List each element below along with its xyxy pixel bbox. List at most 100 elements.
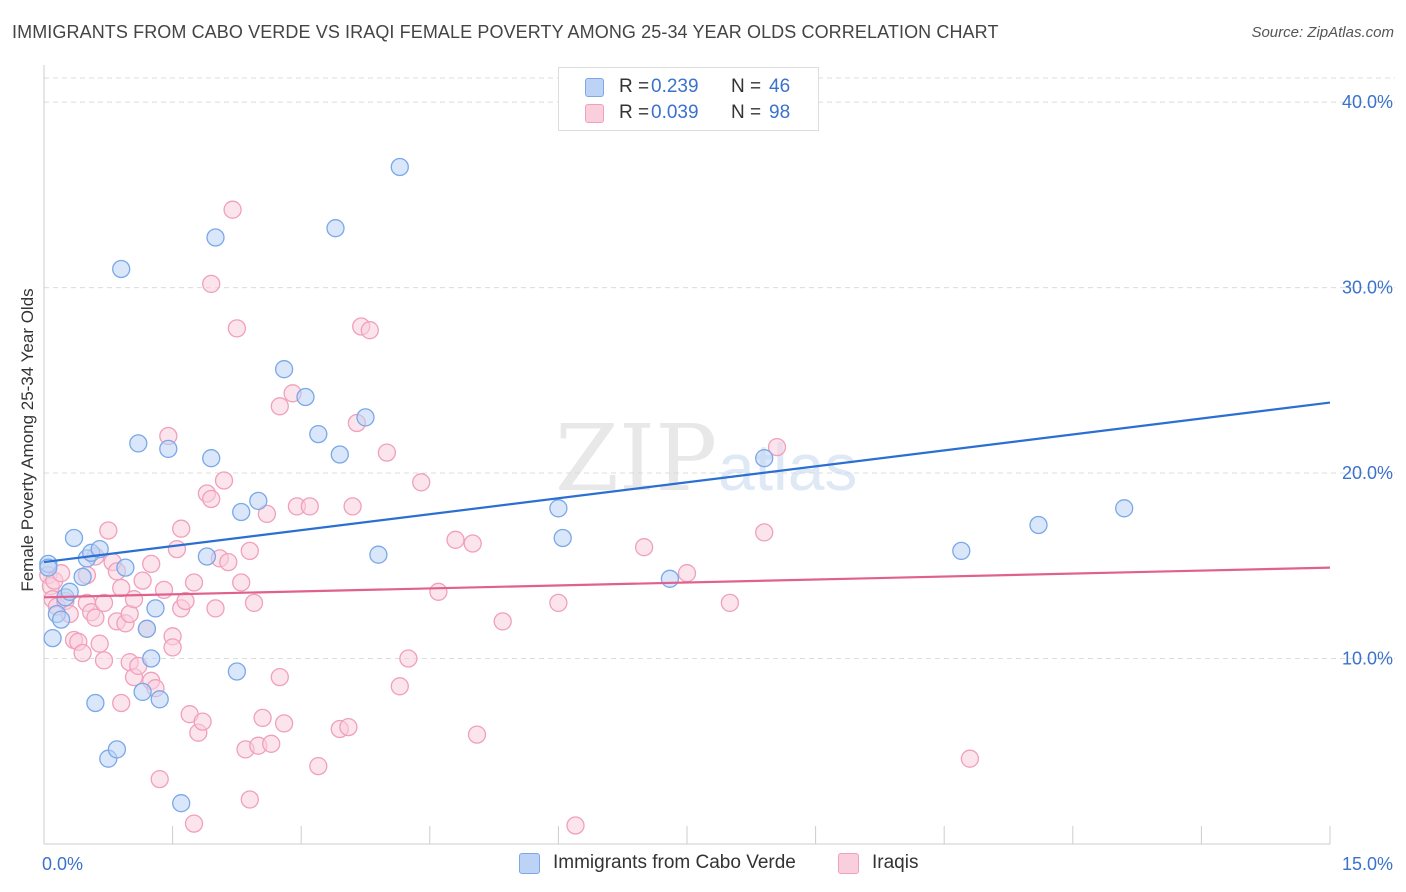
point-cabo-verde	[64, 528, 84, 548]
point-iraqis	[549, 593, 568, 613]
point-iraqis	[720, 593, 740, 613]
point-iraqis	[755, 523, 774, 542]
point-iraqis	[99, 521, 118, 540]
point-iraqis	[112, 693, 131, 713]
watermark-atlas: atlas	[718, 430, 857, 504]
point-iraqis	[446, 530, 465, 549]
point-iraqis	[429, 582, 448, 601]
point-cabo-verde	[142, 649, 161, 668]
point-iraqis	[463, 534, 482, 553]
n-label: N =	[731, 102, 762, 123]
point-iraqis	[240, 790, 259, 809]
point-cabo-verde	[116, 558, 135, 577]
point-cabo-verde	[296, 387, 315, 407]
point-cabo-verde	[107, 740, 127, 759]
point-cabo-verde	[73, 567, 92, 587]
point-iraqis	[184, 814, 204, 833]
point-cabo-verde	[112, 259, 131, 279]
point-cabo-verde	[51, 610, 71, 629]
point-cabo-verde	[206, 228, 225, 247]
point-iraqis	[339, 717, 358, 737]
chart-source: Source: ZipAtlas.com	[1251, 24, 1394, 41]
point-cabo-verde	[549, 499, 568, 518]
point-iraqis	[240, 541, 259, 561]
point-iraqis	[412, 473, 431, 492]
x-tick-label: 0.0%	[42, 854, 83, 874]
n-value: 46	[769, 76, 791, 97]
point-iraqis	[232, 573, 251, 592]
point-iraqis	[257, 504, 277, 524]
point-iraqis	[960, 749, 980, 768]
r-value: 0.239	[651, 76, 699, 97]
point-iraqis	[360, 321, 379, 340]
point-cabo-verde	[150, 690, 169, 709]
point-iraqis	[193, 712, 212, 731]
point-cabo-verde	[86, 693, 105, 713]
point-iraqis	[262, 734, 281, 753]
point-iraqis	[150, 769, 169, 789]
point-cabo-verde	[159, 439, 178, 459]
point-iraqis	[202, 274, 221, 294]
point-cabo-verde	[1029, 515, 1048, 535]
point-iraqis	[124, 590, 144, 609]
point-iraqis	[94, 651, 114, 670]
y-tick-label: 20.0%	[1342, 463, 1393, 483]
point-iraqis	[399, 649, 418, 668]
point-cabo-verde	[553, 528, 572, 548]
point-iraqis	[163, 638, 182, 657]
legend-swatch-pink	[585, 104, 604, 123]
point-cabo-verde	[326, 219, 345, 238]
point-iraqis	[214, 471, 234, 490]
point-cabo-verde	[660, 569, 680, 588]
point-cabo-verde	[90, 539, 109, 559]
point-cabo-verde	[369, 545, 388, 564]
point-cabo-verde	[330, 445, 349, 464]
point-iraqis	[167, 539, 187, 559]
point-cabo-verde	[390, 157, 409, 177]
watermark-zip: ZIP	[555, 405, 717, 512]
y-axis-label: Female Poverty Among 25-34 Year Olds	[18, 288, 37, 592]
point-cabo-verde	[227, 662, 247, 681]
series-swatch-pink	[838, 853, 859, 874]
watermark: ZIP atlas	[555, 405, 857, 512]
point-iraqis	[390, 677, 409, 696]
point-cabo-verde	[232, 502, 251, 522]
point-iraqis	[202, 489, 221, 509]
point-iraqis	[154, 580, 174, 600]
r-value: 0.039	[651, 102, 699, 123]
data-points	[39, 157, 1134, 835]
tick-labels: 10.0% 20.0% 30.0% 40.0% 0.0% 15.0%	[42, 92, 1393, 874]
point-cabo-verde	[1115, 499, 1134, 518]
point-iraqis	[377, 443, 397, 462]
point-cabo-verde	[39, 558, 58, 577]
n-value: 98	[769, 102, 791, 123]
trend-line-cabo-verde	[43, 401, 1331, 564]
point-iraqis	[253, 708, 272, 728]
point-cabo-verde	[197, 547, 217, 566]
series-swatch-blue	[519, 853, 540, 874]
point-cabo-verde	[129, 434, 148, 453]
x-tick-label: 15.0%	[1342, 854, 1393, 874]
point-iraqis	[244, 593, 264, 613]
point-iraqis	[73, 643, 92, 663]
stats-legend: R = 0.239 N = 46 R = 0.039 N = 98	[558, 67, 819, 131]
point-iraqis	[219, 552, 238, 572]
point-cabo-verde	[952, 541, 971, 561]
r-label: R =	[619, 76, 650, 97]
point-cabo-verde	[172, 794, 191, 813]
point-cabo-verde	[43, 628, 62, 648]
point-iraqis	[467, 725, 487, 744]
series-legend-label: Iraqis	[872, 852, 919, 873]
point-iraqis	[90, 634, 109, 653]
y-tick-label: 40.0%	[1342, 92, 1393, 112]
point-cabo-verde	[146, 599, 165, 618]
point-cabo-verde	[137, 619, 157, 638]
point-cabo-verde	[133, 682, 152, 702]
point-cabo-verde	[755, 449, 774, 468]
trend-lines	[43, 401, 1331, 599]
chart-title: IMMIGRANTS FROM CABO VERDE VS IRAQI FEMA…	[12, 22, 999, 42]
point-iraqis	[566, 816, 585, 835]
point-iraqis	[274, 714, 294, 733]
point-iraqis	[176, 591, 195, 611]
